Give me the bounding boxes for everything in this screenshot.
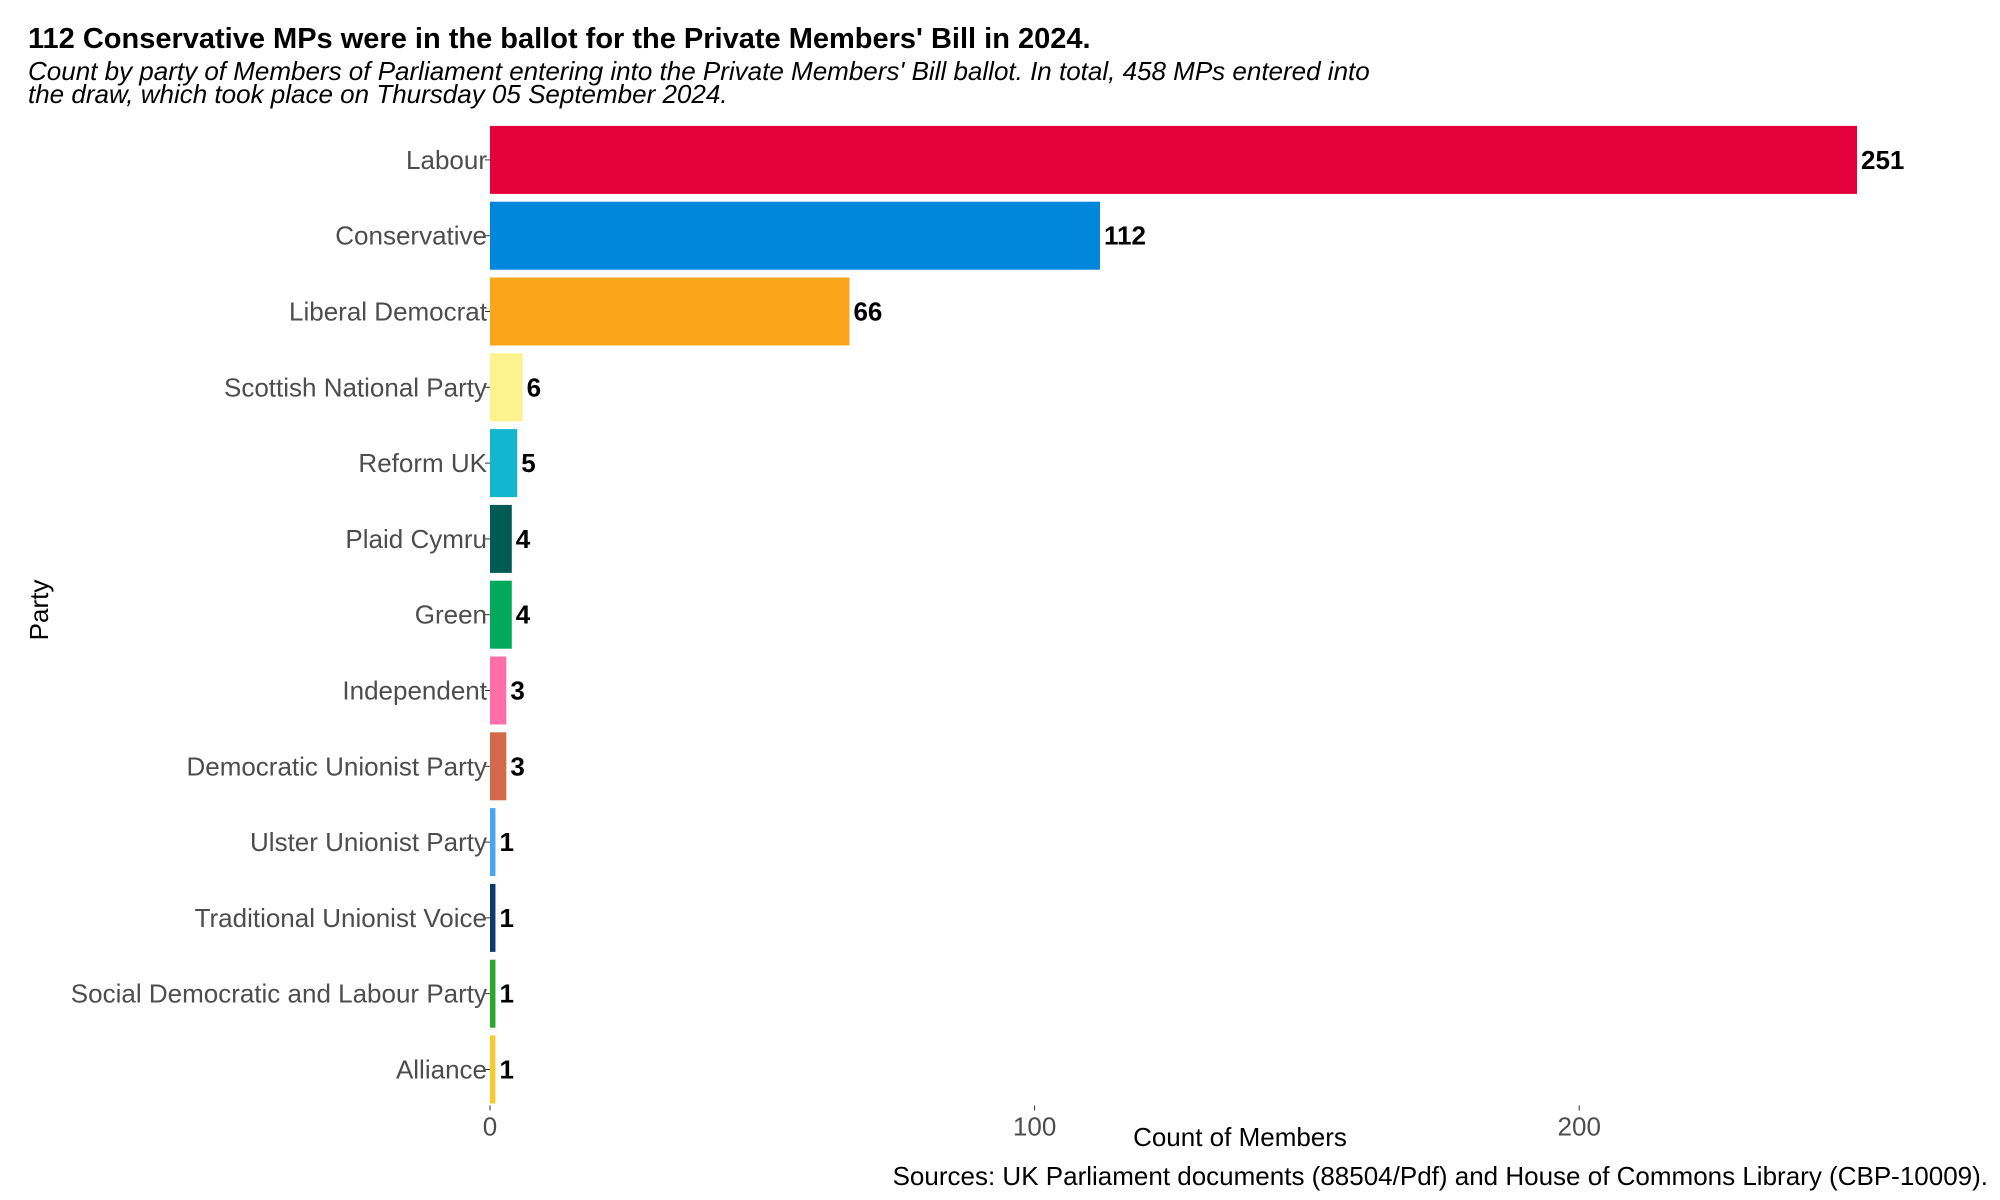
bar-scottish-national-party [490,353,523,422]
value-label-ulster-unionist-party: 1 [499,827,513,857]
category-label-alliance: Alliance [396,1055,487,1085]
value-label-traditional-unionist-voice: 1 [499,903,513,933]
value-label-scottish-national-party: 6 [527,372,541,402]
bar-alliance [490,1035,496,1104]
category-label-traditional-unionist-voice: Traditional Unionist Voice [195,903,487,933]
value-label-social-democratic-and-labour-party: 1 [499,979,513,1009]
category-label-labour: Labour [406,145,487,175]
category-label-scottish-national-party: Scottish National Party [224,372,487,402]
category-label-green: Green [415,600,487,630]
category-label-independent: Independent [342,676,487,706]
bar-conservative [490,201,1100,270]
category-label-reform-uk: Reform UK [358,448,487,478]
value-label-independent: 3 [510,676,524,706]
bar-reform-uk [490,429,518,498]
x-axis-title: Count of Members [1133,1122,1347,1152]
x-tick-label-0: 0 [483,1111,497,1141]
x-tick-label-100: 100 [1013,1111,1056,1141]
bar-social-democratic-and-labour-party [490,959,496,1028]
value-label-labour: 251 [1861,145,1904,175]
bar-ulster-unionist-party [490,808,496,877]
chart-caption: Sources: UK Parliament documents (88504/… [893,1161,1988,1191]
category-label-democratic-unionist-party: Democratic Unionist Party [186,751,487,781]
category-label-ulster-unionist-party: Ulster Unionist Party [250,827,487,857]
bar-green [490,580,512,649]
value-label-democratic-unionist-party: 3 [510,751,524,781]
x-tick-label-200: 200 [1558,1111,1601,1141]
y-axis-title: Party [24,580,54,641]
value-label-reform-uk: 5 [521,448,535,478]
chart-subtitle-line-2: the draw, which took place on Thursday 0… [28,79,728,109]
bar-liberal-democrat [490,277,850,346]
chart-title: 112 Conservative MPs were in the ballot … [28,23,1091,55]
category-label-conservative: Conservative [335,221,487,251]
value-label-liberal-democrat: 66 [853,297,882,327]
chart-subtitle-line-1: Count by party of Members of Parliament … [28,56,1370,86]
bar-independent [490,656,507,725]
value-label-plaid-cymru: 4 [516,524,531,554]
category-label-plaid-cymru: Plaid Cymru [345,524,487,554]
value-label-green: 4 [516,600,531,630]
bar-traditional-unionist-voice [490,883,496,952]
bar-plaid-cymru [490,504,512,573]
value-label-conservative: 112 [1104,221,1146,251]
bar-democratic-unionist-party [490,732,507,801]
category-label-social-democratic-and-labour-party: Social Democratic and Labour Party [71,979,487,1009]
bar-labour [490,125,1857,194]
category-label-liberal-democrat: Liberal Democrat [289,297,488,327]
plot-area: Labour 251 Conservative 112 Liberal Democrat… [71,125,1904,1141]
value-label-alliance: 1 [499,1055,513,1085]
